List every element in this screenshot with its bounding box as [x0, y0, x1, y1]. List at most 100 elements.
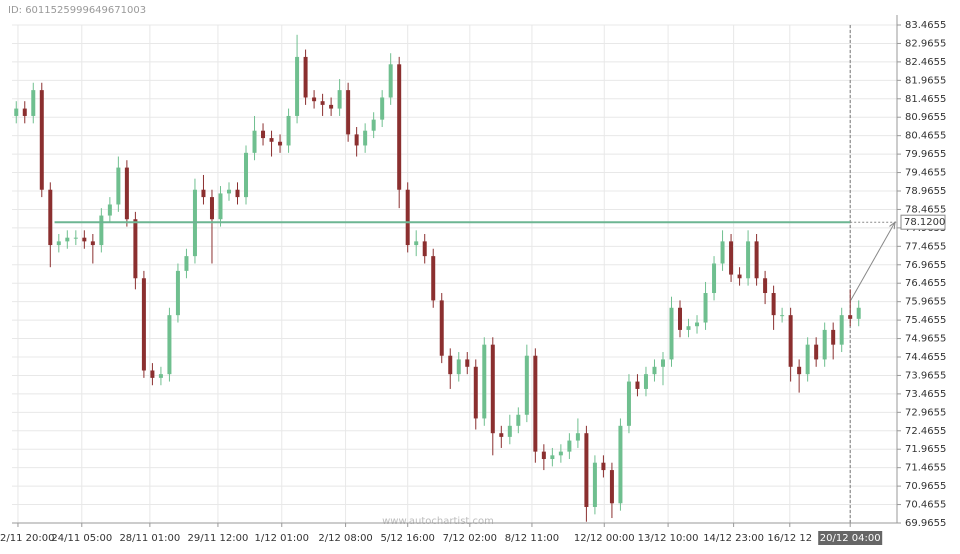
candle-body	[73, 237, 78, 239]
y-tick-label: 77.4655	[905, 241, 946, 252]
candle-body	[184, 256, 189, 271]
y-tick-label: 74.9655	[905, 334, 946, 345]
candle-body	[490, 344, 495, 434]
candle-body	[286, 115, 291, 146]
candle-body	[541, 451, 546, 460]
y-tick-label: 82.4655	[905, 57, 946, 68]
x-tick-label: 1/12 01:00	[255, 533, 309, 544]
y-tick-label: 78.9655	[905, 186, 946, 197]
candle-body	[99, 215, 104, 246]
candle-body	[465, 359, 470, 367]
candle-body	[405, 189, 410, 246]
candle-body	[567, 440, 572, 452]
candle-body	[669, 307, 674, 360]
y-tick-label: 70.4655	[905, 500, 946, 511]
candle-body	[320, 101, 325, 105]
candle-body	[371, 119, 376, 131]
candle-body	[652, 366, 657, 375]
candle-body	[686, 326, 691, 330]
candle-body	[363, 130, 368, 146]
candle-body	[158, 374, 163, 378]
candle-body	[201, 189, 206, 198]
candle-body	[22, 108, 27, 116]
candle-body	[39, 90, 44, 190]
candle-body	[584, 433, 589, 507]
candle-body	[814, 344, 819, 360]
candle-body	[439, 300, 444, 356]
y-tick-label: 73.4655	[905, 389, 946, 400]
candle-body	[431, 256, 436, 301]
x-tick-label: 2/12 08:00	[318, 533, 372, 544]
candle-body	[48, 189, 53, 246]
candle-body	[737, 274, 742, 279]
candle-body	[797, 366, 802, 375]
candle-body	[575, 433, 580, 441]
id-label: ID: 6011525999649671003	[8, 5, 146, 16]
candle-body	[780, 315, 785, 317]
candle-body	[422, 241, 427, 257]
candle-body	[558, 451, 563, 456]
candle-body	[839, 315, 844, 345]
candle-body	[550, 455, 555, 460]
candle-body	[116, 167, 121, 205]
y-tick-label: 71.4655	[905, 463, 946, 474]
candle-body	[788, 315, 793, 367]
candle-body	[729, 241, 734, 275]
candle-body	[175, 270, 180, 316]
candle-body	[346, 90, 351, 135]
candle-body	[278, 141, 283, 146]
x-tick-label: 13/12 10:00	[638, 533, 699, 544]
candle-body	[252, 130, 257, 153]
candle-body	[482, 344, 487, 419]
candle-body	[167, 315, 172, 375]
candle-body	[848, 315, 853, 319]
candle-body	[141, 278, 146, 371]
candle-body	[209, 197, 214, 220]
candle-body	[660, 359, 665, 367]
candle-body	[746, 241, 751, 279]
candle-body	[448, 355, 453, 375]
y-tick-label: 83.4655	[905, 20, 946, 31]
candle-body	[244, 152, 249, 198]
arrow-head	[889, 221, 896, 230]
candle-body	[456, 359, 461, 375]
y-tick-label: 79.4655	[905, 168, 946, 179]
candle-body	[235, 189, 240, 198]
candle-body	[805, 344, 810, 375]
candle-body	[712, 263, 717, 294]
y-tick-label: 79.9655	[905, 149, 946, 160]
candle-body	[473, 366, 478, 419]
x-tick-label: 14/12 23:00	[703, 533, 764, 544]
candle-body	[65, 237, 70, 242]
x-highlight-box	[818, 531, 883, 545]
x-tick-label: 29/11 12:00	[188, 533, 249, 544]
y-tick-label: 76.9655	[905, 260, 946, 271]
candle-body	[609, 470, 614, 504]
y-tick-label: 72.9655	[905, 407, 946, 418]
candle-body	[31, 90, 36, 116]
x-tick-label: 20/12 04:00	[820, 533, 881, 544]
y-tick-label: 72.4655	[905, 426, 946, 437]
y-tick-label: 76.4655	[905, 278, 946, 289]
candle-body	[388, 64, 393, 98]
y-tick-label: 80.9655	[905, 112, 946, 123]
candle-body	[643, 374, 648, 389]
candle-body	[218, 193, 223, 220]
candle-body	[312, 97, 317, 102]
y-tick-label: 75.4655	[905, 315, 946, 326]
candle-body	[107, 204, 112, 216]
candle-body	[150, 370, 155, 378]
x-tick-label: 5/12 16:00	[380, 533, 434, 544]
candle-body	[56, 241, 61, 246]
candle-body	[380, 97, 385, 120]
x-tick-label: 24/11 05:00	[51, 533, 112, 544]
candle-body	[635, 381, 640, 389]
level-label: 78.1200	[904, 217, 945, 228]
y-tick-label: 81.9655	[905, 75, 946, 86]
watermark: www.autochartist.com	[382, 516, 494, 527]
x-tick-label: 2/11 20:00	[0, 533, 54, 544]
projection-arrow	[850, 221, 896, 301]
candle-body	[720, 241, 725, 264]
candle-body	[82, 237, 87, 242]
y-tick-label: 80.4655	[905, 131, 946, 142]
